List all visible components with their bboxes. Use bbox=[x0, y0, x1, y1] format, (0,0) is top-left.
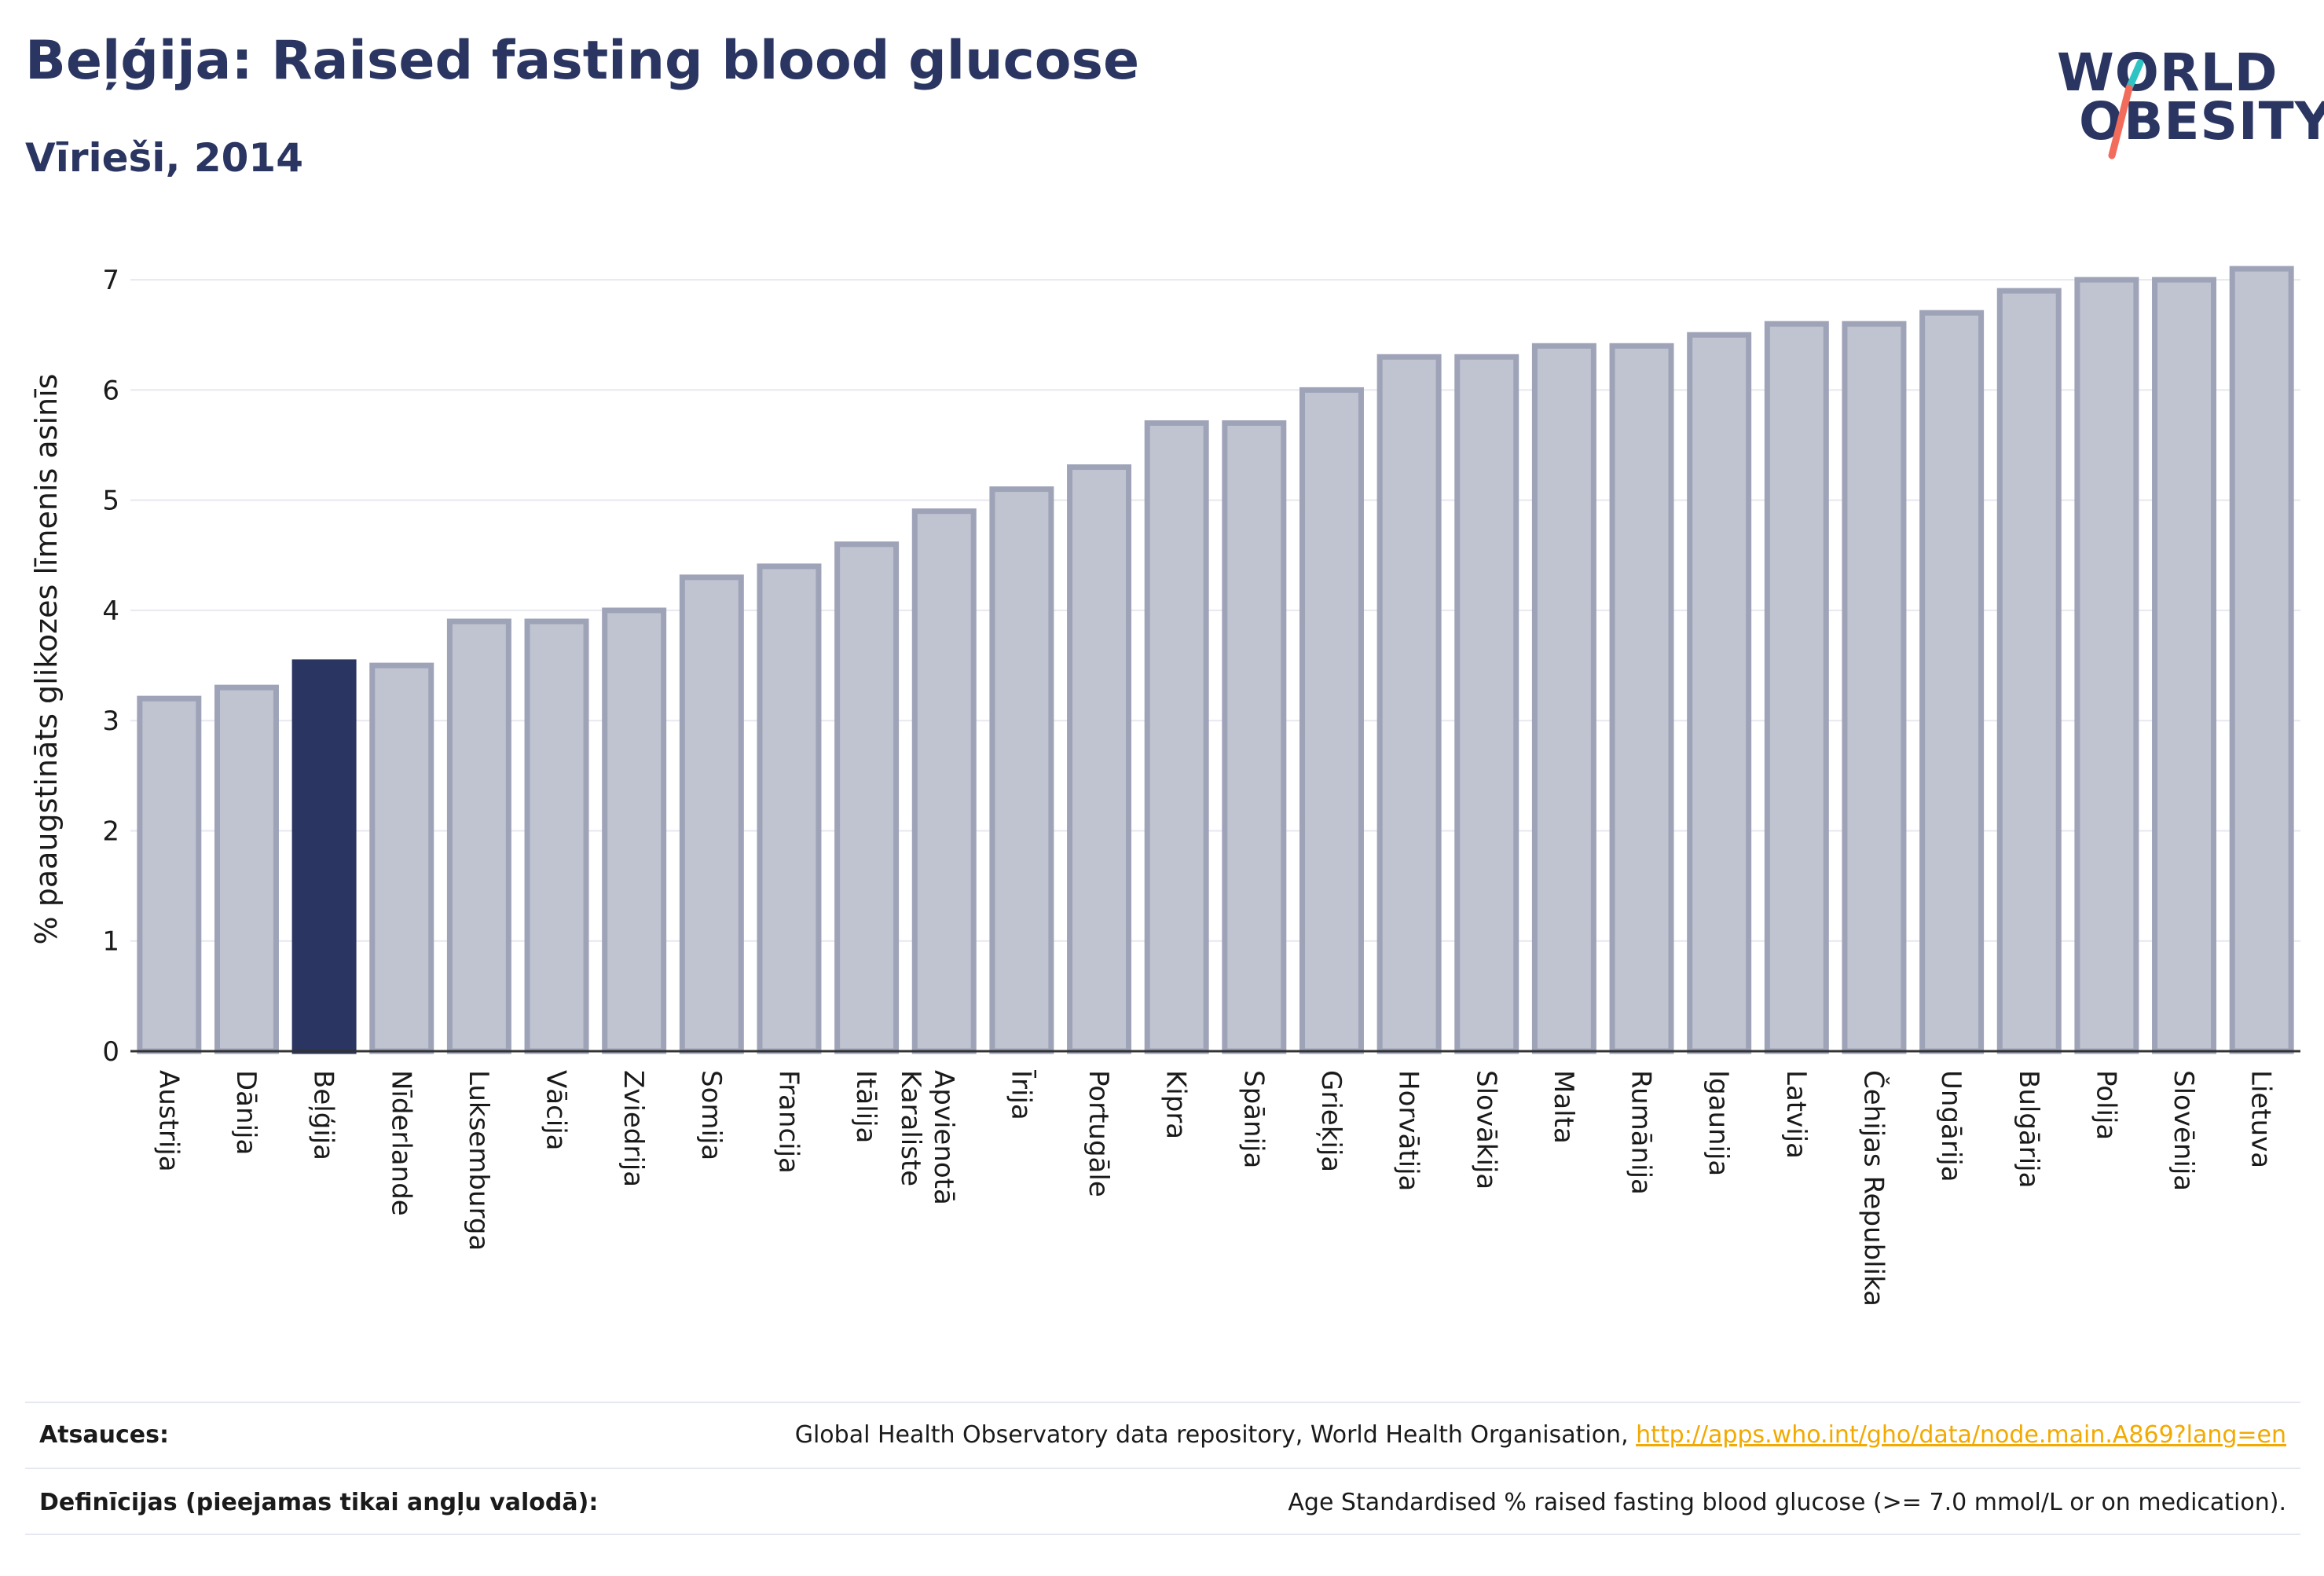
x-tick-label: Portugāle bbox=[1083, 1070, 1114, 1197]
x-tick-label: Luksemburga bbox=[463, 1070, 494, 1251]
bar-21 bbox=[1687, 332, 1752, 1054]
bar-24 bbox=[1919, 310, 1985, 1054]
x-tick-label: Ungārija bbox=[1935, 1070, 1967, 1182]
x-tick-label: Bulgārija bbox=[2013, 1070, 2044, 1188]
bar-28 bbox=[2229, 266, 2294, 1054]
bar-14 bbox=[1144, 420, 1209, 1054]
y-tick-label: 1 bbox=[102, 926, 119, 958]
sources-text: Global Health Observatory data repositor… bbox=[794, 1420, 1637, 1449]
x-tick-label: Latvija bbox=[1780, 1070, 1812, 1159]
bar-8 bbox=[679, 574, 744, 1054]
page-title: Beļģija: Raised fasting blood glucose bbox=[25, 30, 1140, 92]
bar-1 bbox=[137, 695, 202, 1054]
bar-16 bbox=[1299, 387, 1364, 1054]
x-tick-label: ApvienotāKaraliste bbox=[895, 1070, 959, 1205]
x-tick-label: Francija bbox=[772, 1070, 804, 1174]
bar-20 bbox=[1609, 343, 1674, 1054]
bar-5 bbox=[446, 618, 511, 1054]
bar-9 bbox=[757, 563, 822, 1054]
y-tick-label: 6 bbox=[102, 375, 119, 406]
footer-divider-top bbox=[25, 1402, 2300, 1403]
x-tick-label: Beļģija bbox=[308, 1070, 339, 1160]
x-tick-label: Itālija bbox=[850, 1070, 882, 1143]
x-tick-label: Austrija bbox=[152, 1070, 184, 1172]
y-tick-label: 2 bbox=[102, 815, 119, 847]
sources-label: Atsauces: bbox=[39, 1420, 169, 1449]
bar-19 bbox=[1531, 343, 1596, 1054]
bar-27 bbox=[2152, 277, 2217, 1054]
bar-2 bbox=[214, 684, 279, 1054]
bar-7 bbox=[602, 607, 667, 1054]
y-tick-label: 0 bbox=[102, 1036, 119, 1068]
bar-17 bbox=[1376, 354, 1442, 1054]
bar-15 bbox=[1222, 420, 1287, 1054]
y-tick-label: 3 bbox=[102, 706, 119, 737]
bar-3 bbox=[291, 659, 357, 1054]
bar-25 bbox=[1996, 288, 2062, 1054]
footer-divider-bottom bbox=[25, 1534, 2300, 1535]
bar-10 bbox=[834, 541, 900, 1054]
bar-11 bbox=[911, 508, 977, 1054]
footer: Atsauces: Global Health Observatory data… bbox=[25, 1402, 2300, 1535]
x-tick-label: Nīderlande bbox=[385, 1070, 416, 1216]
x-tick-label: Rumānija bbox=[1626, 1070, 1657, 1195]
x-tick-label: Lietuva bbox=[2245, 1070, 2277, 1168]
world-obesity-logo: WORLD OBESITY bbox=[2057, 39, 2324, 165]
x-axis-ticks: Austrija Dānija Beļģija Nīderlande Luksembur… bbox=[152, 1070, 2276, 1307]
bar-12 bbox=[989, 486, 1054, 1054]
sources-row: Atsauces: Global Health Observatory data… bbox=[25, 1402, 2300, 1468]
bar-26 bbox=[2074, 277, 2139, 1054]
y-tick-label: 5 bbox=[102, 486, 119, 517]
y-tick-label: 7 bbox=[102, 265, 119, 296]
x-tick-label: Horvātija bbox=[1393, 1070, 1424, 1191]
bar-4 bbox=[369, 662, 434, 1054]
y-axis-ticks: 0 1 2 3 4 5 6 7 bbox=[102, 265, 119, 1068]
sources-link[interactable]: http://apps.who.int/gho/data/node.main.A… bbox=[1636, 1420, 2286, 1449]
x-tick-label: Igaunija bbox=[1703, 1070, 1734, 1176]
x-tick-label: Zviedrija bbox=[618, 1070, 649, 1187]
logo-line-1: WORLD bbox=[2057, 42, 2278, 103]
x-tick-label: Malta bbox=[1548, 1070, 1579, 1144]
y-axis-label: % paaugstināts glikozes līmenis asinīs bbox=[29, 374, 64, 945]
y-tick-label: 4 bbox=[102, 596, 119, 627]
bar-23 bbox=[1842, 321, 1907, 1054]
x-tick-label: Kipra bbox=[1160, 1070, 1192, 1139]
x-tick-label: Grieķija bbox=[1315, 1070, 1347, 1172]
sources-value: Global Health Observatory data repositor… bbox=[795, 1421, 2300, 1449]
x-tick-label: Polija bbox=[2090, 1070, 2121, 1140]
definitions-value: Age Standardised % raised fasting blood … bbox=[1288, 1488, 2286, 1516]
bars bbox=[137, 266, 2294, 1054]
bar-chart: 0 1 2 3 4 5 6 7 Austrija Dānija Beļģija Nīderlande… bbox=[29, 265, 2300, 1307]
bar-6 bbox=[524, 618, 589, 1054]
x-tick-label: Čehijas Republika bbox=[1857, 1070, 1890, 1307]
x-tick-label: Slovēnija bbox=[2168, 1070, 2199, 1191]
x-tick-label: Spānija bbox=[1237, 1070, 1269, 1168]
page-subtitle: Vīrieši, 2014 bbox=[25, 135, 304, 181]
x-tick-label: Dānija bbox=[230, 1070, 262, 1155]
bar-18 bbox=[1454, 354, 1519, 1054]
x-tick-label: Somija bbox=[695, 1070, 727, 1160]
definitions-label: Definīcijas (pieejamas tikai angļu valod… bbox=[39, 1488, 599, 1516]
footer-divider-middle bbox=[25, 1468, 2300, 1469]
bar-22 bbox=[1764, 321, 1829, 1054]
bar-13 bbox=[1067, 464, 1132, 1054]
x-tick-label: Vācija bbox=[541, 1070, 572, 1151]
logo-slash-icon bbox=[2108, 59, 2144, 159]
definitions-row: Definīcijas (pieejamas tikai angļu valod… bbox=[25, 1469, 2300, 1535]
x-tick-label: Slovākija bbox=[1470, 1070, 1501, 1189]
x-tick-label: Īrija bbox=[1005, 1070, 1036, 1120]
